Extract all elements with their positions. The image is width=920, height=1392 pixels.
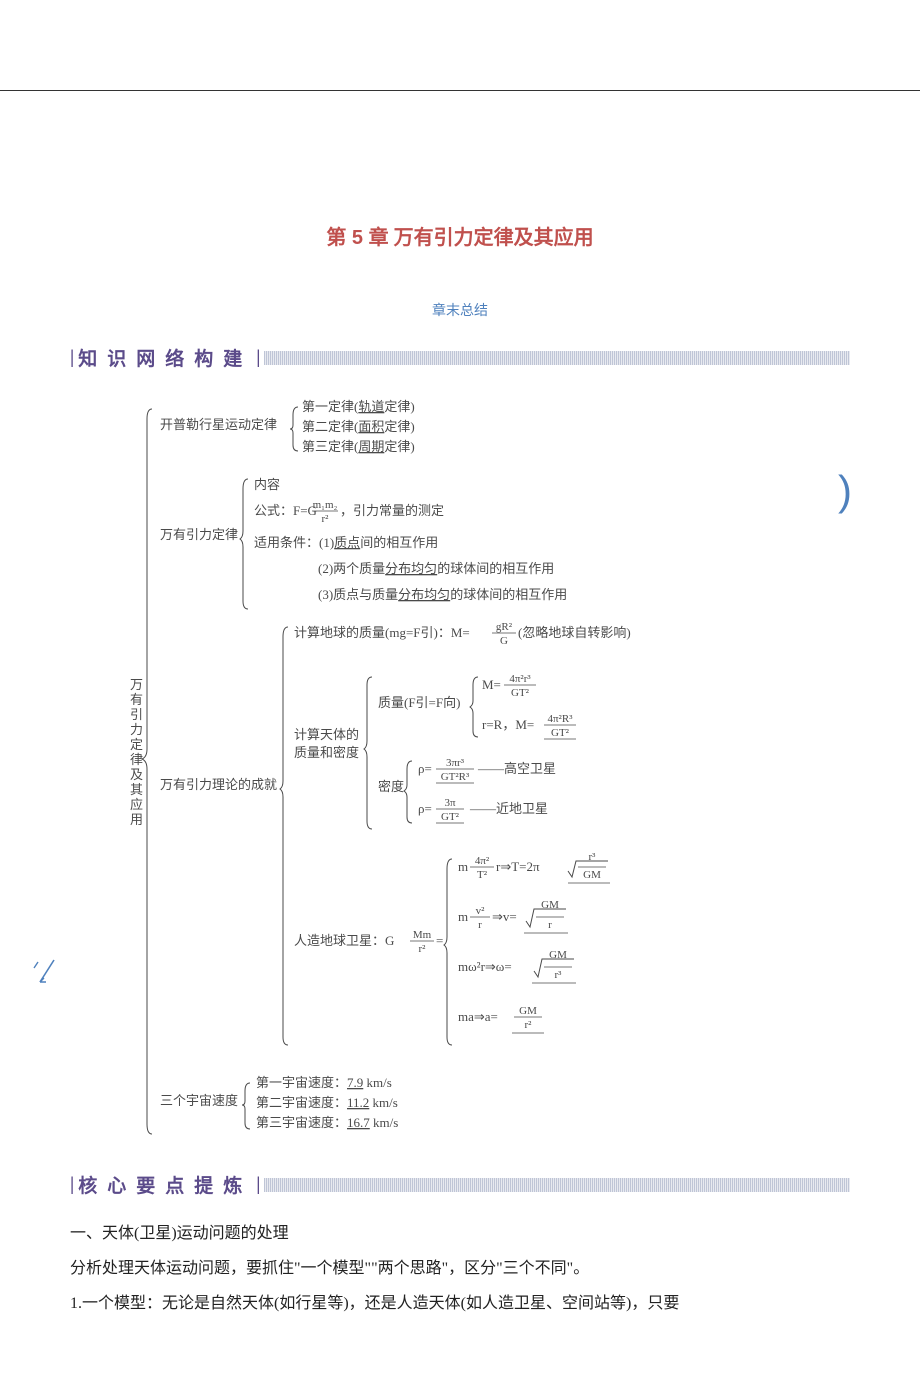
svg-text:r: r bbox=[478, 919, 482, 931]
svg-text:GT²: GT² bbox=[551, 727, 570, 739]
section-stripe bbox=[264, 1178, 850, 1192]
title-prefix: 第 bbox=[326, 227, 346, 249]
svg-text:(3)质点与质量分布均匀的球体间的相互作用: (3)质点与质量分布均匀的球体间的相互作用 bbox=[318, 587, 567, 602]
section-bar-icon: | bbox=[70, 347, 78, 369]
svg-text:Mm: Mm bbox=[413, 929, 432, 941]
chapter-title: 第 5 章 万有引力定律及其应用 bbox=[70, 221, 850, 250]
svg-text:ma⇒a=: ma⇒a= bbox=[458, 1009, 498, 1024]
section-label-2: 核心要点提炼 bbox=[78, 1171, 256, 1198]
body-p3: 1.一个模型：无论是自然天体(如行星等)，还是人造天体(如人造卫星、空间站等)，… bbox=[70, 1286, 850, 1321]
body-paragraphs: 一、天体(卫星)运动问题的处理 分析处理天体运动问题，要抓住"一个模型""两个思… bbox=[70, 1216, 850, 1322]
svg-text:GT²: GT² bbox=[511, 687, 530, 699]
chapter-subtitle: 章末总结 bbox=[70, 300, 850, 320]
title-mid: 章 bbox=[369, 227, 389, 249]
svg-text:GM: GM bbox=[549, 949, 567, 961]
svg-text:4π²R³: 4π²R³ bbox=[548, 713, 574, 725]
svg-text:密度: 密度 bbox=[378, 779, 404, 794]
svg-text:第二定律(面积定律): 第二定律(面积定律) bbox=[302, 419, 415, 434]
law-label: 万有引力定律 bbox=[160, 527, 238, 542]
svg-text:GM: GM bbox=[583, 869, 601, 881]
svg-text:r: r bbox=[548, 919, 552, 931]
svg-text:内容: 内容 bbox=[254, 477, 280, 492]
body-p1: 一、天体(卫星)运动问题的处理 bbox=[70, 1216, 850, 1251]
svg-text:T²: T² bbox=[477, 869, 488, 881]
svg-text:第三定律(周期定律): 第三定律(周期定律) bbox=[302, 439, 415, 454]
section-stripe bbox=[264, 351, 850, 365]
svg-text:m: m bbox=[458, 909, 468, 924]
svg-text:r³: r³ bbox=[555, 969, 563, 981]
svg-text:公式：F=G: 公式：F=G bbox=[254, 503, 317, 518]
decor-arrow-icon bbox=[32, 956, 60, 999]
svg-text:(忽略地球自转影响): (忽略地球自转影响) bbox=[518, 625, 631, 640]
svg-text:(2)两个质量分布均匀的球体间的相互作用: (2)两个质量分布均匀的球体间的相互作用 bbox=[318, 561, 554, 576]
svg-text:第二宇宙速度：11.2 km/s: 第二宇宙速度：11.2 km/s bbox=[256, 1095, 398, 1110]
svg-text:gR²: gR² bbox=[496, 621, 513, 633]
svg-text:r⇒T=2π: r⇒T=2π bbox=[496, 859, 540, 874]
decor-paren-icon: ) bbox=[838, 467, 852, 515]
svg-text:4π²r³: 4π²r³ bbox=[509, 673, 531, 685]
svg-text:⇒v=: ⇒v= bbox=[492, 909, 517, 924]
svg-text:第一定律(轨道定律): 第一定律(轨道定律) bbox=[302, 399, 415, 414]
section-bar-icon: | bbox=[70, 1174, 78, 1196]
concept-tree-svg: .t { font-family: SimSun, serif; font-si… bbox=[120, 389, 800, 1149]
svg-text:3π: 3π bbox=[444, 797, 456, 809]
concept-diagram: ) .t { font-family: SimSun, serif; font-… bbox=[70, 389, 850, 1149]
svg-text:m: m bbox=[458, 859, 468, 874]
svg-text:质量(F引=F向): 质量(F引=F向) bbox=[378, 695, 460, 710]
svg-text:GT²R³: GT²R³ bbox=[441, 771, 470, 783]
svg-text:——高空卫星: ——高空卫星 bbox=[477, 761, 556, 776]
svg-text:计算地球的质量(mg=F引)：M=: 计算地球的质量(mg=F引)：M= bbox=[294, 625, 470, 640]
root-label: 万有引力定律及其应用 bbox=[130, 677, 143, 827]
body-p2: 分析处理天体运动问题，要抓住"一个模型""两个思路"，区分"三个不同"。 bbox=[70, 1251, 850, 1286]
svg-text:r²: r² bbox=[322, 513, 330, 525]
svg-text:适用条件：(1)质点间的相互作用: 适用条件：(1)质点间的相互作用 bbox=[254, 535, 438, 550]
svg-text:G: G bbox=[500, 635, 508, 647]
svg-text:r²: r² bbox=[525, 1019, 533, 1031]
svg-text:r=R，M=: r=R，M= bbox=[482, 717, 534, 732]
svg-text:3πr³: 3πr³ bbox=[446, 757, 465, 769]
svg-text:r²: r² bbox=[419, 943, 427, 955]
svg-text:GM: GM bbox=[541, 899, 559, 911]
svg-text:m₁m₂: m₁m₂ bbox=[313, 499, 338, 511]
svg-text:=: = bbox=[436, 933, 443, 948]
section-bar-icon: | bbox=[256, 347, 264, 369]
svg-text:4π²: 4π² bbox=[475, 855, 490, 867]
svg-text:第三宇宙速度：16.7 km/s: 第三宇宙速度：16.7 km/s bbox=[256, 1115, 398, 1130]
svg-text:r³: r³ bbox=[589, 851, 597, 863]
title-number: 5 bbox=[346, 227, 368, 249]
svg-text:ρ=: ρ= bbox=[418, 801, 432, 816]
svg-text:，引力常量的测定: ，引力常量的测定 bbox=[340, 503, 444, 518]
svg-text:——近地卫星: ——近地卫星 bbox=[469, 801, 548, 816]
section-label-1: 知识网络构建 bbox=[78, 344, 256, 371]
achieve-label: 万有引力理论的成就 bbox=[160, 777, 277, 792]
section-bar-icon: | bbox=[256, 1174, 264, 1196]
speeds-label: 三个宇宙速度 bbox=[160, 1093, 238, 1108]
svg-text:mω²r⇒ω=: mω²r⇒ω= bbox=[458, 959, 512, 974]
svg-text:第一宇宙速度：7.9 km/s: 第一宇宙速度：7.9 km/s bbox=[256, 1075, 392, 1090]
section-heading-1: | 知识网络构建 | bbox=[70, 344, 850, 371]
title-rest: 万有引力定律及其应用 bbox=[389, 227, 594, 249]
svg-text:ρ=: ρ= bbox=[418, 761, 432, 776]
section-heading-2: | 核心要点提炼 | bbox=[70, 1171, 850, 1198]
svg-text:GT²: GT² bbox=[441, 811, 460, 823]
svg-text:M=: M= bbox=[482, 677, 501, 692]
svg-text:GM: GM bbox=[519, 1005, 537, 1017]
svg-text:计算天体的质量和密度: 计算天体的质量和密度 bbox=[294, 727, 359, 760]
svg-text:v²: v² bbox=[476, 905, 486, 917]
kepler-label: 开普勒行星运动定律 bbox=[160, 417, 277, 432]
svg-text:人造地球卫星：G: 人造地球卫星：G bbox=[294, 933, 394, 948]
